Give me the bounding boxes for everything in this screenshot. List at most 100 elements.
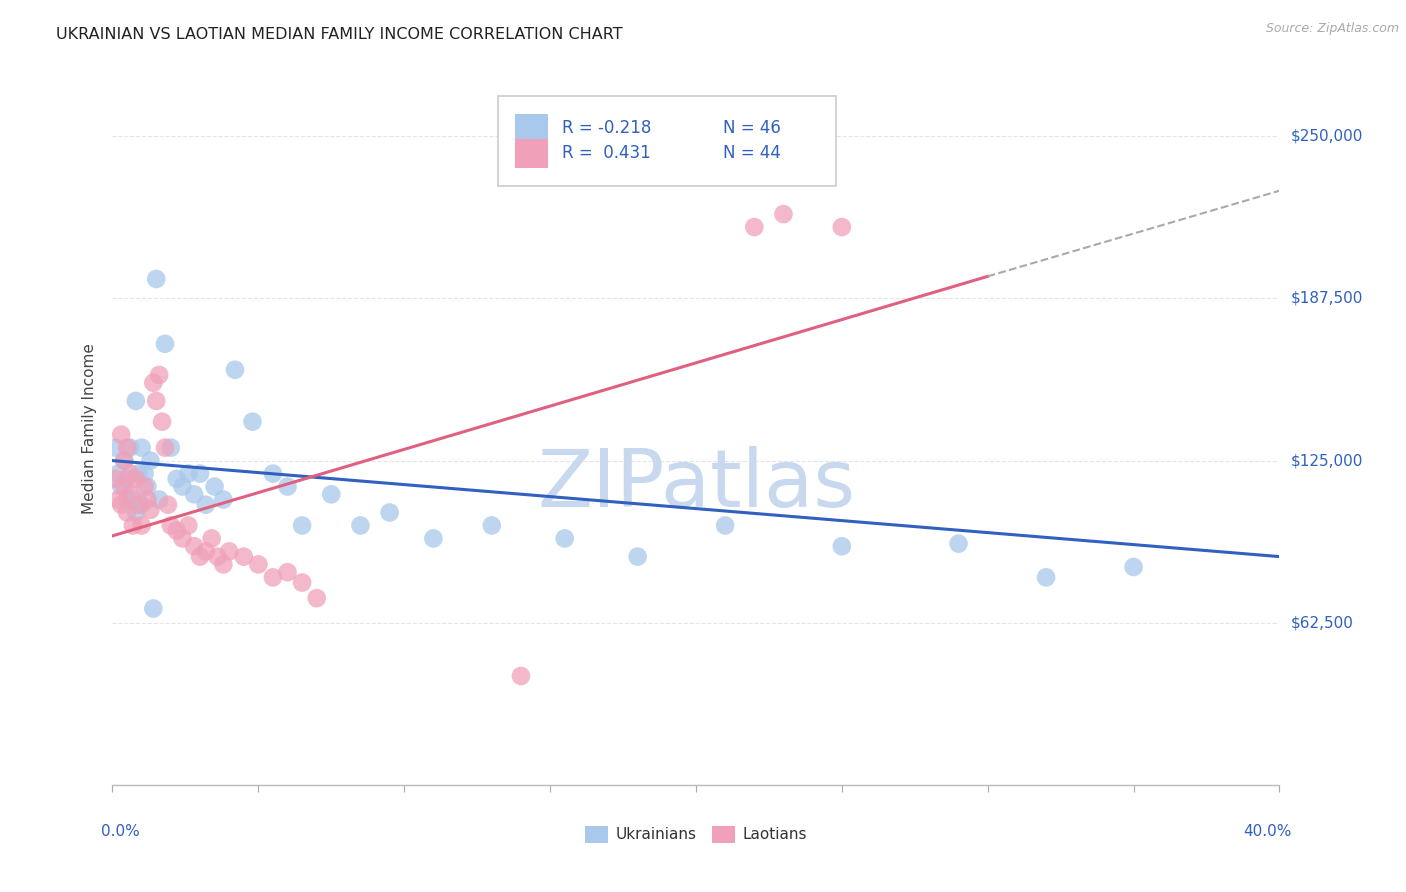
Point: [204, 479, 226, 493]
Point: [107, 467, 129, 481]
Point: [110, 427, 132, 442]
Point: [160, 441, 183, 455]
Point: [194, 498, 217, 512]
Point: [831, 220, 853, 235]
Point: [112, 453, 135, 467]
Point: [142, 601, 165, 615]
Point: [242, 415, 264, 429]
Point: [131, 498, 153, 512]
Point: [104, 441, 127, 455]
Point: [142, 376, 165, 390]
Point: [131, 518, 153, 533]
Point: [112, 453, 135, 467]
Point: [118, 467, 141, 481]
Point: [115, 441, 138, 455]
Point: [349, 518, 371, 533]
Point: [742, 220, 765, 235]
Point: [378, 506, 401, 520]
Point: [128, 467, 150, 481]
Point: [1122, 560, 1144, 574]
Text: $250,000: $250,000: [1291, 128, 1362, 144]
Point: [509, 669, 531, 683]
Point: [139, 503, 162, 517]
Point: [422, 532, 444, 546]
Point: [177, 467, 200, 481]
Point: [714, 518, 737, 533]
Point: [122, 518, 145, 533]
Point: [554, 532, 576, 546]
Text: R =  0.431: R = 0.431: [562, 145, 651, 162]
Point: [276, 479, 298, 493]
Point: [831, 539, 853, 553]
Text: UKRAINIAN VS LAOTIAN MEDIAN FAMILY INCOME CORRELATION CHART: UKRAINIAN VS LAOTIAN MEDIAN FAMILY INCOM…: [56, 27, 623, 42]
Point: [118, 441, 141, 455]
Point: [160, 518, 183, 533]
Point: [136, 479, 159, 493]
Point: [262, 570, 284, 584]
Point: [118, 487, 141, 501]
Point: [128, 498, 150, 512]
Point: [212, 492, 235, 507]
Point: [134, 479, 156, 493]
Text: $62,500: $62,500: [1291, 615, 1354, 631]
Point: [122, 492, 145, 507]
Point: [172, 532, 194, 546]
Point: [481, 518, 503, 533]
Point: [131, 441, 153, 455]
Point: [115, 492, 138, 507]
Bar: [515, 139, 548, 168]
Point: [321, 487, 343, 501]
Point: [125, 393, 148, 408]
Point: [107, 492, 129, 507]
Text: N = 44: N = 44: [723, 145, 780, 162]
Text: R = -0.218: R = -0.218: [562, 120, 651, 137]
Point: [115, 506, 138, 520]
Point: [183, 487, 205, 501]
Legend: Ukrainians, Laotians: Ukrainians, Laotians: [579, 820, 813, 848]
Point: [104, 472, 127, 486]
Point: [232, 549, 254, 564]
FancyBboxPatch shape: [498, 96, 837, 186]
Point: [247, 558, 270, 572]
Text: $125,000: $125,000: [1291, 453, 1362, 468]
Point: [110, 479, 132, 493]
Point: [148, 368, 170, 382]
Point: [188, 549, 211, 564]
Point: [148, 492, 170, 507]
Point: [166, 472, 188, 486]
Point: [207, 549, 229, 564]
Point: [172, 479, 194, 493]
Point: [134, 467, 156, 481]
Point: [772, 207, 794, 221]
Y-axis label: Median Family Income: Median Family Income: [82, 343, 97, 514]
Point: [166, 524, 188, 538]
Point: [115, 472, 138, 486]
Point: [291, 518, 314, 533]
Text: ZIPatlas: ZIPatlas: [537, 446, 855, 524]
Point: [201, 532, 224, 546]
Point: [276, 565, 298, 579]
Point: [1035, 570, 1057, 584]
Point: [139, 453, 162, 467]
Point: [177, 518, 200, 533]
Point: [948, 536, 970, 550]
Point: [110, 498, 132, 512]
Bar: [515, 114, 548, 143]
Point: [153, 336, 176, 351]
Point: [212, 558, 235, 572]
Point: [145, 272, 167, 286]
Point: [125, 472, 148, 486]
Point: [218, 544, 240, 558]
Point: [125, 506, 148, 520]
Point: [262, 467, 284, 481]
Point: [145, 393, 167, 408]
Point: [194, 544, 217, 558]
Point: [153, 441, 176, 455]
Text: $187,500: $187,500: [1291, 291, 1362, 306]
Point: [183, 539, 205, 553]
Text: 0.0%: 0.0%: [101, 824, 139, 839]
Point: [188, 467, 211, 481]
Point: [136, 492, 159, 507]
Point: [224, 363, 246, 377]
Text: Source: ZipAtlas.com: Source: ZipAtlas.com: [1265, 22, 1399, 36]
